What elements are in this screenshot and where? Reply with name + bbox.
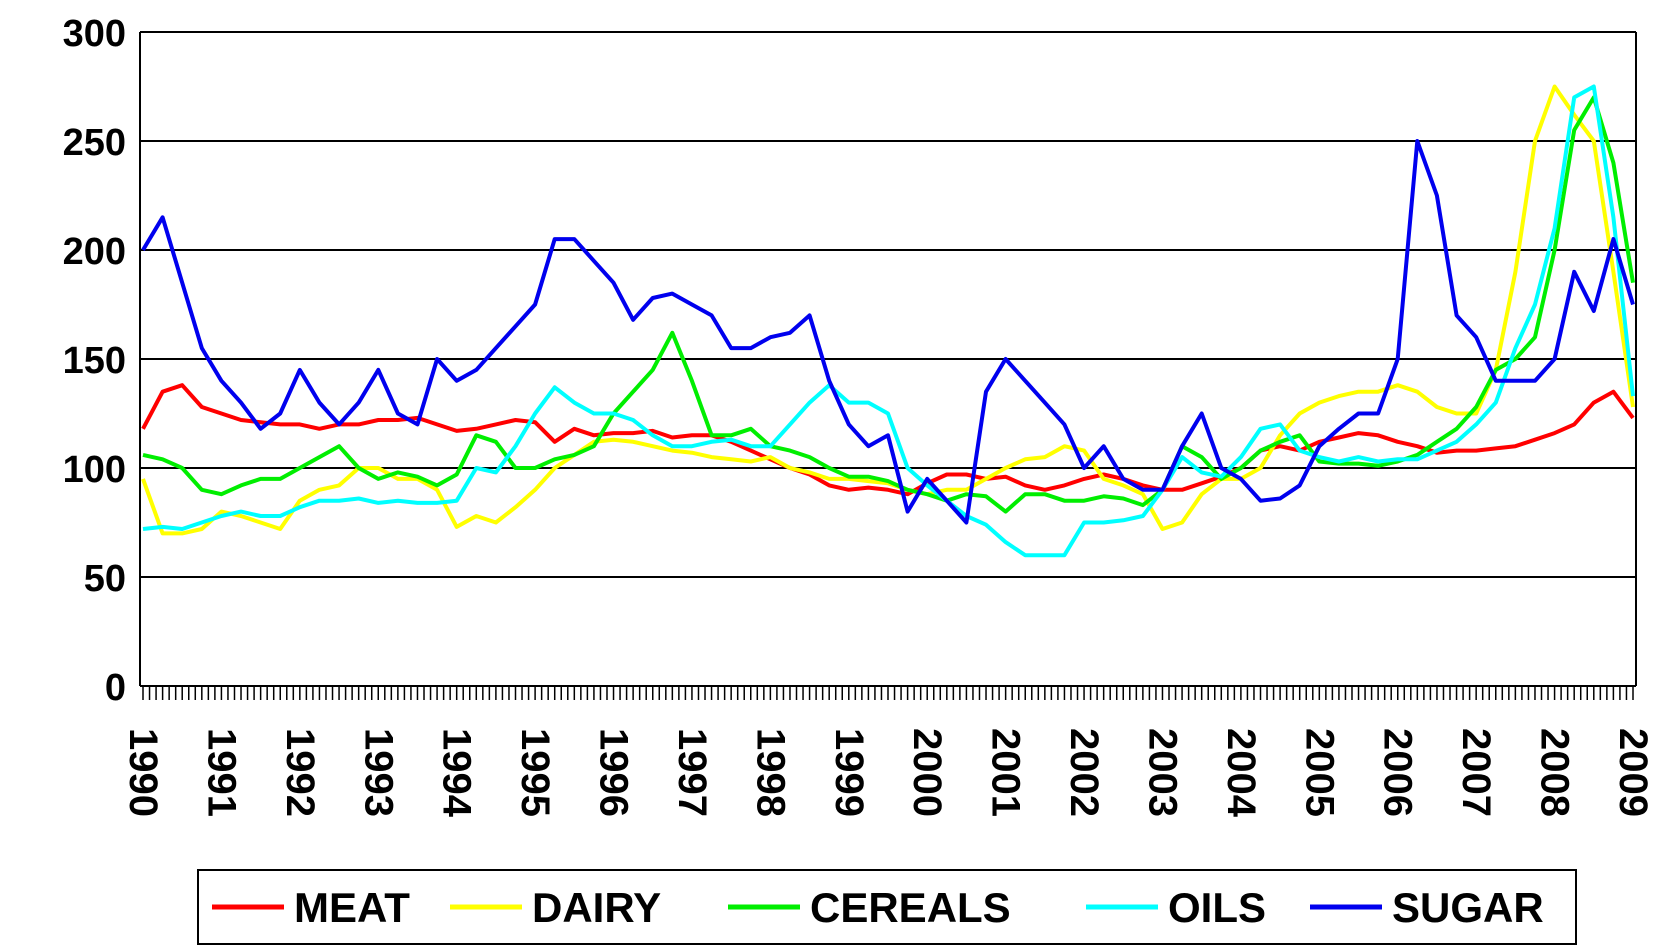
x-tick-label: 2000 [905,728,949,817]
x-tick-label: 2004 [1219,728,1263,818]
legend-label: OILS [1168,884,1266,931]
y-tick-label: 250 [63,122,126,164]
x-tick-label: 1992 [278,728,322,817]
x-tick-label: 2009 [1611,728,1655,817]
y-tick-label: 150 [63,340,126,382]
y-tick-label: 50 [84,558,126,600]
x-tick-label: 2003 [1140,728,1184,817]
x-tick-label: 2008 [1533,728,1577,817]
x-tick-label: 1995 [513,728,557,817]
x-tick-label: 1994 [435,728,479,818]
legend-label: DAIRY [532,884,661,931]
x-tick-label: 1990 [121,728,165,817]
x-tick-label: 2002 [1062,728,1106,817]
legend-label: SUGAR [1392,884,1544,931]
x-tick-label: 2007 [1454,728,1498,817]
x-tick-label: 1991 [199,728,243,817]
x-tick-label: 1997 [670,728,714,817]
x-tick-label: 1993 [356,728,400,817]
series-line [141,383,1635,497]
x-tick-label: 2006 [1376,728,1420,817]
series-line [142,95,1635,514]
series-line [141,139,1635,525]
y-tick-label: 300 [63,13,126,55]
x-tick-label: 1998 [748,728,792,817]
x-tick-label: 2005 [1297,728,1341,817]
series-line [141,84,1635,536]
x-tick-label: 1996 [592,728,636,817]
series-line [142,84,1635,558]
y-tick-label: 100 [63,449,126,491]
x-tick-label: 2001 [984,728,1028,817]
legend-label: CEREALS [810,884,1011,931]
y-tick-label: 0 [105,667,126,709]
legend-label: MEAT [294,884,410,931]
x-tick-label: 1999 [827,728,871,817]
y-tick-label: 200 [63,231,126,273]
